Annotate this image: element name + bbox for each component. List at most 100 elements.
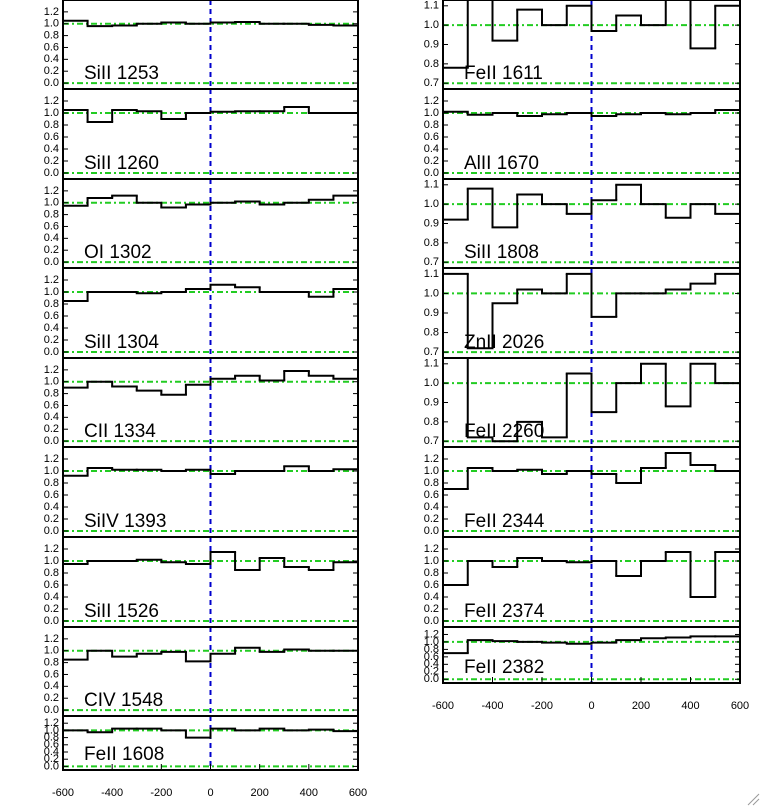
panel-label: FeII 2344 xyxy=(464,511,545,532)
y-tick-label: 0.6 xyxy=(44,489,59,501)
y-tick-label: 1.0 xyxy=(44,724,59,736)
panel-label: ZnII 2026 xyxy=(464,332,544,353)
y-tick-label: 1.2 xyxy=(44,543,59,555)
y-tick-label: 0.2 xyxy=(44,244,59,256)
y-tick-label: 1.0 xyxy=(424,107,439,119)
y-tick-label: 0.0 xyxy=(424,167,439,179)
y-tick-label: 1.2 xyxy=(44,364,59,376)
panel-label: FeII 1608 xyxy=(84,744,164,765)
panel xyxy=(63,0,358,89)
y-tick-label: 1.2 xyxy=(44,185,59,197)
y-tick-label: 0.0 xyxy=(44,525,59,537)
y-tick-label: 0.6 xyxy=(44,41,59,53)
y-tick-label: 0.2 xyxy=(424,513,439,525)
y-tick-label: 0.8 xyxy=(44,657,59,669)
y-tick-label: 0.8 xyxy=(44,477,59,489)
y-tick-label: 1.2 xyxy=(424,453,439,465)
y-tick-label: 0.6 xyxy=(44,668,59,680)
y-tick-label: 1.0 xyxy=(424,465,439,477)
y-tick-label: 1.2 xyxy=(44,633,59,645)
y-tick-label: 0.4 xyxy=(44,591,59,603)
y-tick-label: 0.8 xyxy=(44,209,59,221)
y-tick-label: 0.4 xyxy=(44,53,59,65)
y-tick-label: 1.1 xyxy=(424,358,439,370)
panel-label: OI 1302 xyxy=(84,242,152,263)
y-tick-label: 0.8 xyxy=(424,416,439,428)
y-tick-label: 0.9 xyxy=(424,307,439,319)
y-tick-label: 0.2 xyxy=(44,692,59,704)
x-tick-label: -600 xyxy=(52,787,74,799)
y-tick-label: 0.4 xyxy=(424,143,439,155)
x-tick-label: 600 xyxy=(731,700,749,712)
y-tick-label: 0.6 xyxy=(44,739,59,751)
panel xyxy=(443,0,740,89)
y-tick-label: 0.8 xyxy=(44,119,59,131)
y-tick-label: 1.2 xyxy=(424,95,439,107)
y-tick-label: 1.2 xyxy=(44,274,59,286)
y-tick-label: 0.0 xyxy=(44,346,59,358)
panel-label: SiII 1304 xyxy=(84,332,159,353)
panel-label: AlII 1670 xyxy=(464,153,539,174)
y-tick-label: 0.8 xyxy=(424,326,439,338)
x-tick-label: 400 xyxy=(681,700,699,712)
panel-label: SiII 1253 xyxy=(84,63,159,84)
y-tick-label: 0.0 xyxy=(44,615,59,627)
panel xyxy=(63,627,358,716)
y-tick-label: 1.1 xyxy=(424,179,439,191)
y-tick-label: 0.4 xyxy=(44,143,59,155)
y-tick-label: 1.2 xyxy=(44,95,59,107)
y-tick-label: 0.4 xyxy=(44,411,59,423)
y-tick-label: 0.8 xyxy=(44,732,59,744)
y-tick-label: 1.0 xyxy=(424,19,439,31)
y-tick-label: 0.2 xyxy=(424,155,439,167)
y-tick-label: 1.0 xyxy=(424,636,439,648)
panel xyxy=(63,716,358,770)
y-tick-label: 0.8 xyxy=(44,388,59,400)
y-tick-label: 1.1 xyxy=(424,268,439,280)
panel xyxy=(443,179,740,268)
panel-label: CIV 1548 xyxy=(84,690,163,711)
y-tick-label: 0.7 xyxy=(424,77,439,89)
y-tick-label: 0.8 xyxy=(44,30,59,42)
y-tick-label: 0.8 xyxy=(424,119,439,131)
x-tick-label: -400 xyxy=(481,700,503,712)
x-tick-label: 200 xyxy=(632,700,650,712)
x-tick-label: 600 xyxy=(349,787,367,799)
panel xyxy=(63,89,358,179)
y-tick-label: 0.9 xyxy=(424,396,439,408)
y-tick-label: 1.0 xyxy=(424,198,439,210)
y-tick-label: 0.8 xyxy=(424,643,439,655)
panel-label: SiII 1808 xyxy=(464,242,539,263)
panel xyxy=(443,268,740,358)
y-tick-label: 1.0 xyxy=(424,555,439,567)
x-tick-label: -200 xyxy=(531,700,553,712)
panel xyxy=(63,268,358,358)
y-tick-label: 0.6 xyxy=(44,220,59,232)
y-tick-label: 0.2 xyxy=(44,423,59,435)
y-tick-label: 0.0 xyxy=(44,77,59,89)
panel xyxy=(443,537,740,627)
y-tick-label: 0.4 xyxy=(424,591,439,603)
panel xyxy=(443,89,740,179)
y-tick-label: 1.0 xyxy=(424,287,439,299)
y-tick-label: 1.2 xyxy=(44,717,59,729)
y-tick-label: 0.6 xyxy=(424,131,439,143)
y-tick-label: 1.1 xyxy=(424,0,439,12)
y-tick-label: 0.2 xyxy=(424,666,439,678)
y-tick-label: 0.7 xyxy=(424,256,439,268)
y-tick-label: 0.2 xyxy=(44,513,59,525)
y-tick-label: 1.0 xyxy=(44,555,59,567)
y-tick-label: 0.9 xyxy=(424,38,439,50)
panel-label: SiII 1526 xyxy=(84,601,159,622)
y-tick-label: 0.4 xyxy=(44,322,59,334)
y-tick-label: 0.6 xyxy=(44,131,59,143)
x-tick-label: -200 xyxy=(150,787,172,799)
y-tick-label: 0.4 xyxy=(44,680,59,692)
panel-label: FeII 2260 xyxy=(464,421,544,442)
y-tick-label: 0.0 xyxy=(424,525,439,537)
y-tick-label: 1.2 xyxy=(44,453,59,465)
y-tick-label: 0.4 xyxy=(424,501,439,513)
x-tick-label: 200 xyxy=(250,787,268,799)
y-tick-label: 0.0 xyxy=(44,435,59,447)
y-tick-label: 0.6 xyxy=(44,399,59,411)
